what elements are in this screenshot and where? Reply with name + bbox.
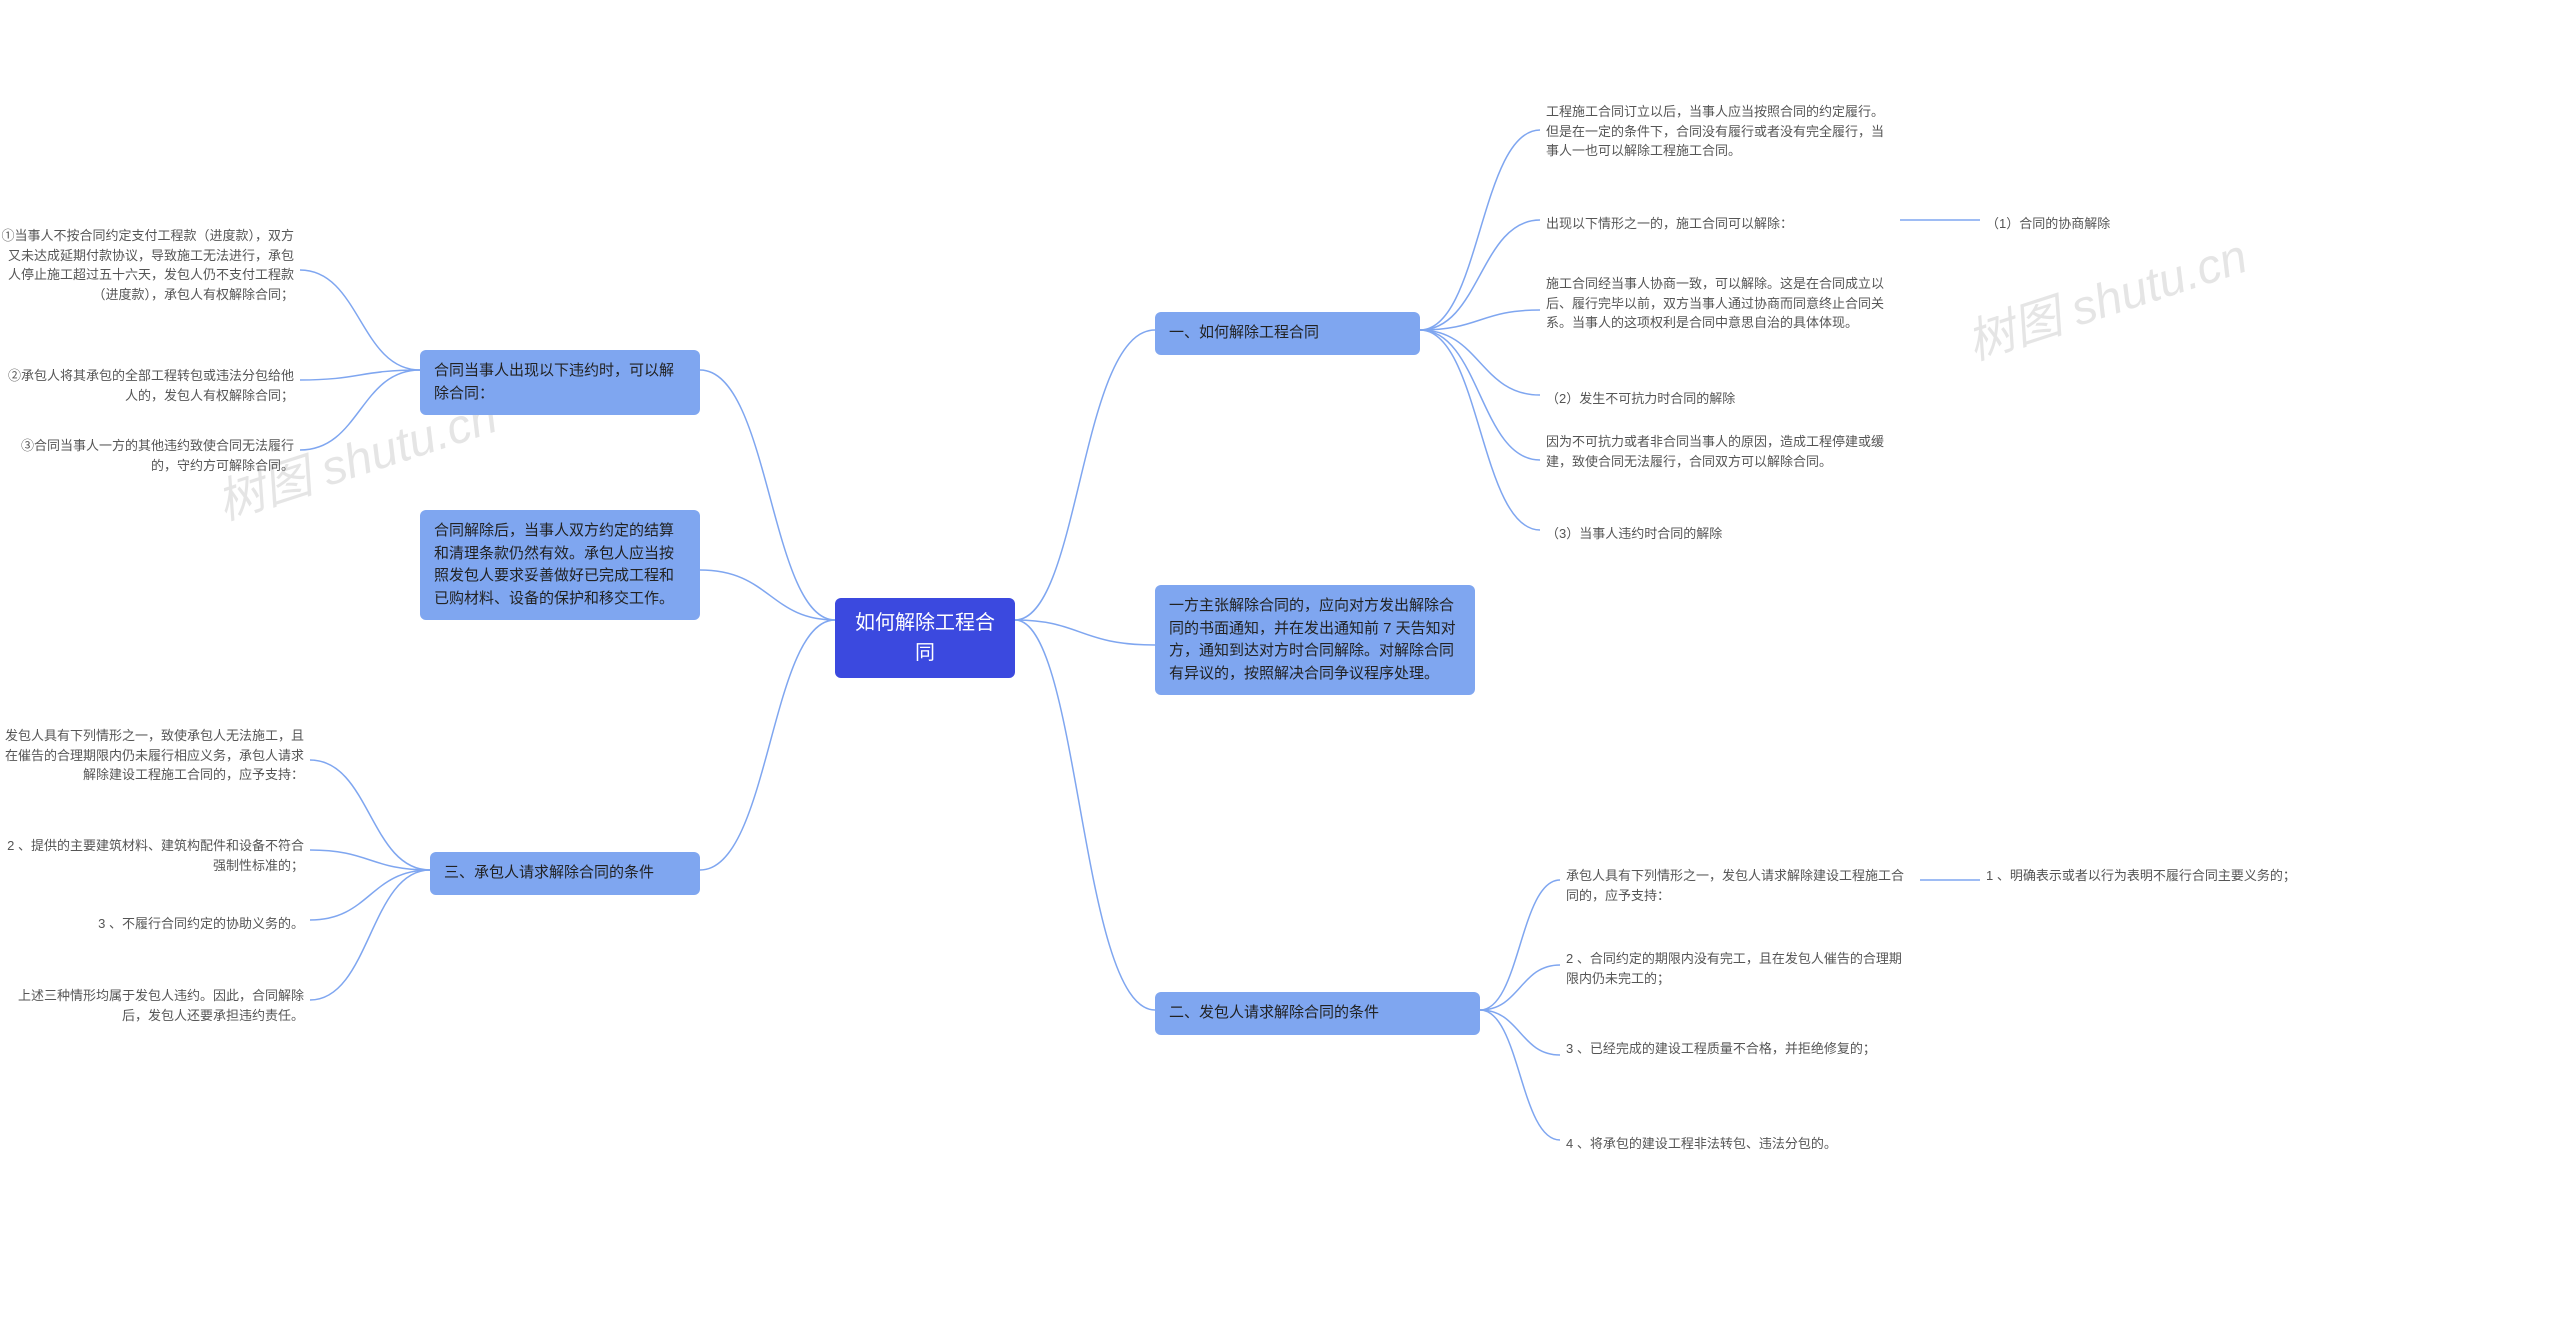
root-node[interactable]: 如何解除工程合同 — [835, 598, 1015, 678]
r1-leaf-2-sub: （1）合同的协商解除 — [1980, 210, 2180, 238]
r3-leaf-2: 2 、合同约定的期限内没有完工，且在发包人催告的合理期限内仍未完工的； — [1560, 945, 1920, 992]
l1-breach-terminate[interactable]: 合同当事人出现以下违约时，可以解除合同： — [420, 350, 700, 415]
r1-leaf-5: 因为不可抗力或者非合同当事人的原因，造成工程停建或缓建，致使合同无法履行，合同双… — [1540, 428, 1900, 475]
r3-leaf-4: 4 、将承包的建设工程非法转包、违法分包的。 — [1560, 1130, 1920, 1158]
l3-leaf-1: 发包人具有下列情形之一，致使承包人无法施工，且在催告的合理期限内仍未履行相应义务… — [0, 722, 310, 789]
l1-leaf-1: ①当事人不按合同约定支付工程款（进度款），双方又未达成延期付款协议，导致施工无法… — [0, 222, 300, 308]
watermark-right: 树图 shutu.cn — [1956, 217, 2254, 373]
r3-employer-conditions[interactable]: 二、发包人请求解除合同的条件 — [1155, 992, 1480, 1035]
r2-notice[interactable]: 一方主张解除合同的，应向对方发出解除合同的书面通知，并在发出通知前 7 天告知对… — [1155, 585, 1475, 695]
r3-leaf-1-sub: 1 、明确表示或者以行为表明不履行合同主要义务的； — [1980, 862, 2340, 890]
l3-contractor-conditions[interactable]: 三、承包人请求解除合同的条件 — [430, 852, 700, 895]
l3-leaf-2: 2 、提供的主要建筑材料、建筑构配件和设备不符合强制性标准的； — [0, 832, 310, 879]
l3-leaf-3: 3 、不履行合同约定的协助义务的。 — [0, 910, 310, 938]
r3-leaf-3: 3 、已经完成的建设工程质量不合格，并拒绝修复的； — [1560, 1035, 1920, 1063]
r1-leaf-2: 出现以下情形之一的，施工合同可以解除： — [1540, 210, 1900, 238]
l1-leaf-3: ③合同当事人一方的其他违约致使合同无法履行的，守约方可解除合同。 — [0, 432, 300, 479]
r3-leaf-1: 承包人具有下列情形之一，发包人请求解除建设工程施工合同的，应予支持： — [1560, 862, 1920, 909]
l1-leaf-2: ②承包人将其承包的全部工程转包或违法分包给他人的，发包人有权解除合同； — [0, 362, 300, 409]
r1-leaf-1: 工程施工合同订立以后，当事人应当按照合同的约定履行。但是在一定的条件下，合同没有… — [1540, 98, 1900, 165]
r1-leaf-3: 施工合同经当事人协商一致，可以解除。这是在合同成立以后、履行完毕以前，双方当事人… — [1540, 270, 1900, 337]
l2-after-termination[interactable]: 合同解除后，当事人双方约定的结算和清理条款仍然有效。承包人应当按照发包人要求妥善… — [420, 510, 700, 620]
r1-leaf-4: （2）发生不可抗力时合同的解除 — [1540, 385, 1900, 413]
r1-leaf-6: （3）当事人违约时合同的解除 — [1540, 520, 1900, 548]
l3-leaf-4: 上述三种情形均属于发包人违约。因此，合同解除后，发包人还要承担违约责任。 — [0, 982, 310, 1029]
r1-how-to-terminate[interactable]: 一、如何解除工程合同 — [1155, 312, 1420, 355]
